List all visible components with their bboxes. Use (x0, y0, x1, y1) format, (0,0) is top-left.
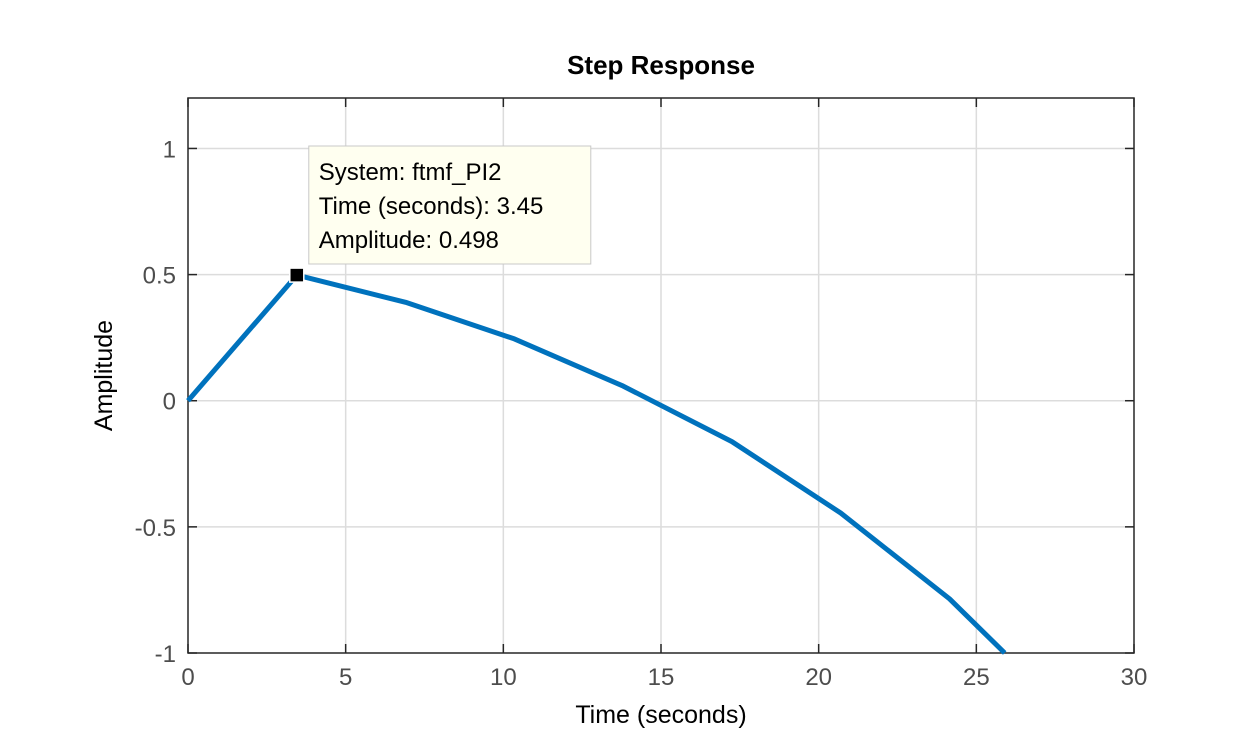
y-tick-label: 1 (163, 136, 176, 163)
datatip-line: Time (seconds): 3.45 (319, 193, 544, 220)
x-tick-label: 5 (339, 664, 352, 691)
x-tick-label: 30 (1121, 664, 1148, 691)
x-tick-label: 10 (490, 664, 517, 691)
x-axis-label: Time (seconds) (575, 701, 746, 729)
datatip-line: Amplitude: 0.498 (319, 227, 499, 254)
x-tick-label: 25 (963, 664, 990, 691)
step-response-line (186, 272, 1007, 655)
y-axis-label: Amplitude (90, 320, 118, 431)
y-tick-label: 0 (163, 389, 176, 416)
y-tick-label: -1 (155, 641, 176, 668)
y-tick-label: 0.5 (143, 263, 176, 290)
datatip[interactable]: System: ftmf_PI2 Time (seconds): 3.45 Ampl… (289, 145, 592, 283)
chart-title: Step Response (567, 50, 755, 80)
y-tick-label: -0.5 (135, 515, 176, 542)
x-tick-label: 20 (805, 664, 832, 691)
x-tick-label: 0 (181, 664, 194, 691)
datatip-box (308, 145, 592, 265)
series-layer (186, 272, 1007, 655)
datatip-line: System: ftmf_PI2 (319, 159, 502, 186)
x-tick-label: 15 (648, 664, 675, 691)
datatip-marker[interactable] (289, 267, 305, 283)
axis-ticks: 0 5 10 15 20 25 30 -1 -0.5 0 0.5 1 (135, 98, 1148, 691)
